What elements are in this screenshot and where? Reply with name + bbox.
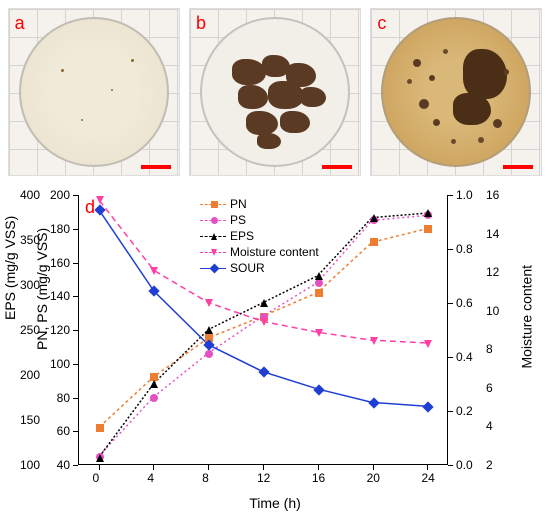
scale-bar-a [141,165,171,169]
petri-dish-c [381,17,531,167]
y-axis-label-eps: EPS (mg/g VSS) [2,216,18,320]
panel-c: c [370,8,542,176]
chart-panel: d EPS (mg/g VSS) PN, PS (mg/g VSS) Moist… [0,185,550,515]
petri-dish-b [200,17,350,167]
panel-b: b [189,8,361,176]
x-axis-label: Time (h) [249,495,301,511]
panel-label-a: a [15,13,25,34]
photo-panels: a b [0,0,550,180]
y-axis-label-moist: Moisture content [518,265,534,369]
panel-a: a [8,8,180,176]
petri-dish-a [19,17,169,167]
panel-label-b: b [196,13,206,34]
scale-bar-b [322,165,352,169]
chart-legend: PN PS EPS Moisture content SOUR [200,197,319,277]
panel-label-c: c [377,13,386,34]
scale-bar-c [503,165,533,169]
